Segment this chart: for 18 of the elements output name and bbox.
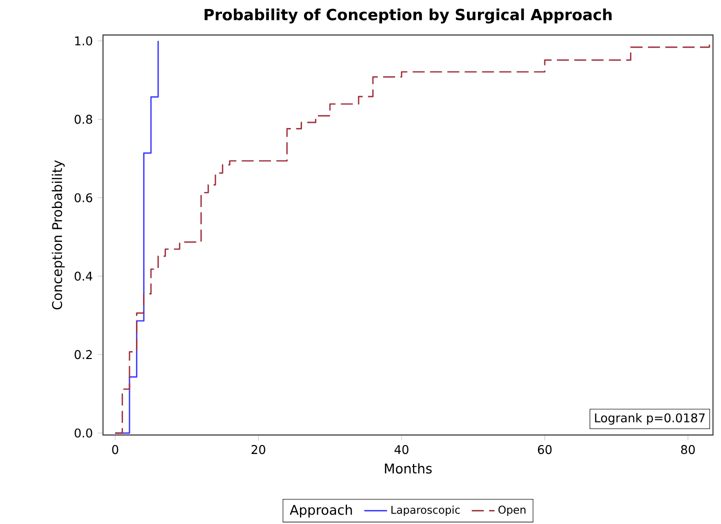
legend-label: Laparoscopic <box>391 506 460 516</box>
x-tick-label: 0 <box>112 445 118 454</box>
legend-title: Approach <box>290 504 352 518</box>
x-tick-label: 80 <box>681 445 695 454</box>
legend-label: Open <box>498 506 526 516</box>
y-tick-label: 1.0 <box>75 36 92 46</box>
x-tick-label: 40 <box>394 445 408 454</box>
y-tick-label: 0.2 <box>74 350 92 360</box>
y-tick-label: 0.6 <box>74 193 92 202</box>
y-tick-label: 0.0 <box>74 428 92 438</box>
y-tick-label: 0.8 <box>74 114 92 124</box>
x-tick-label: 20 <box>252 445 266 454</box>
x-tick-label: 60 <box>538 445 552 454</box>
x-axis-title: Months <box>384 463 432 474</box>
y-tick-label: 0.4 <box>74 272 92 281</box>
annotation: Logrank p=0.0187 <box>595 413 705 425</box>
chart-title: Probability of Conception by Surgical Approach <box>204 8 612 24</box>
y-axis-title: Conception Probability <box>52 160 65 310</box>
